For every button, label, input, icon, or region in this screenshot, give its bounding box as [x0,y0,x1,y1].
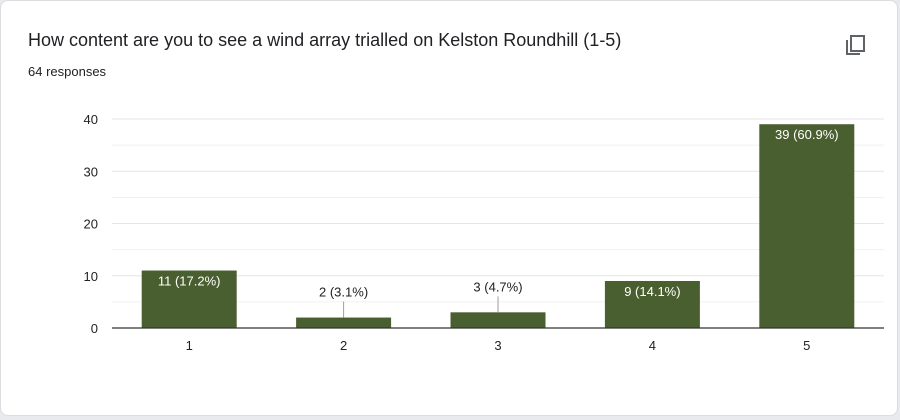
bar-5 [759,124,855,328]
question-title: How content are you to see a wind array … [28,30,622,50]
bar-2 [296,317,392,328]
bar-1 [141,270,237,328]
y-tick-label: 0 [91,321,98,336]
bar-4 [604,280,700,328]
copy-chart-button[interactable] [837,27,873,63]
data-label-1: 11 (17.2%) [158,274,221,289]
data-label-4: 9 (14.1%) [624,284,680,299]
response-count: 64 responses [28,64,107,79]
x-tick-label: 4 [649,338,656,353]
y-tick-label: 20 [84,217,98,232]
x-tick-label: 3 [494,338,501,353]
data-label-2: 2 (3.1%) [319,285,368,300]
y-tick-label: 30 [84,164,98,179]
data-label-5: 39 (60.9%) [775,127,839,142]
x-tick-label: 5 [803,338,810,353]
x-tick-label: 2 [340,338,347,353]
bar-3 [450,312,546,328]
copy-icon [846,35,865,55]
x-tick-label: 1 [186,338,193,353]
data-label-3: 3 (4.7%) [473,279,522,294]
y-tick-label: 10 [84,269,98,284]
y-tick-label: 40 [84,112,98,127]
